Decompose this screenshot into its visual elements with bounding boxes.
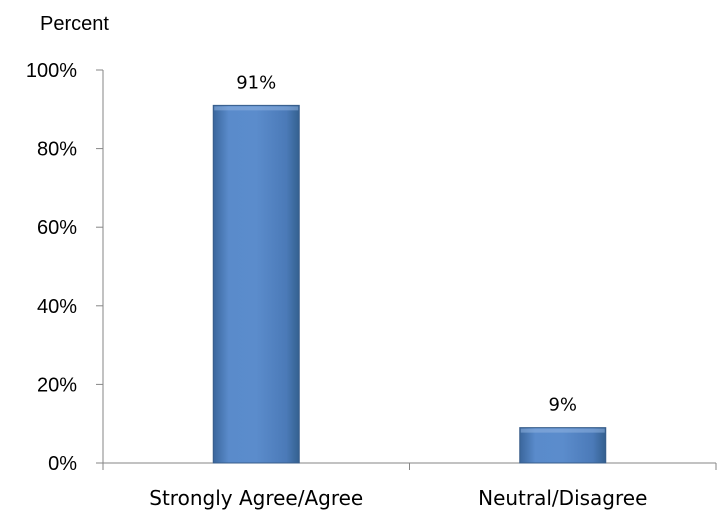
category-label: Neutral/Disagree [478, 486, 647, 510]
bar-bevel [520, 428, 605, 433]
y-tick-label: 0% [48, 453, 77, 475]
y-tick-label: 60% [37, 217, 77, 239]
y-tick-label: 80% [37, 139, 77, 161]
y-tick-label: 40% [37, 296, 77, 318]
x-axis [102, 462, 717, 470]
category-labels: Strongly Agree/Agree Neutral/Disagree [149, 486, 647, 510]
bar [519, 427, 607, 464]
y-axis: 0% 20% 40% 60% 80% 100% [26, 60, 104, 475]
bar [212, 104, 300, 464]
data-labels: 91% 9% [236, 72, 577, 415]
bar-bevel [214, 106, 299, 111]
bar-body [519, 427, 607, 464]
bars [212, 104, 607, 464]
y-tick-label: 20% [37, 374, 77, 396]
data-label: 91% [236, 72, 276, 93]
bar-body [212, 104, 300, 464]
category-label: Strongly Agree/Agree [149, 486, 363, 510]
data-label: 9% [548, 395, 577, 416]
y-axis-title: Percent [40, 13, 109, 35]
y-tick-label: 100% [26, 60, 77, 82]
